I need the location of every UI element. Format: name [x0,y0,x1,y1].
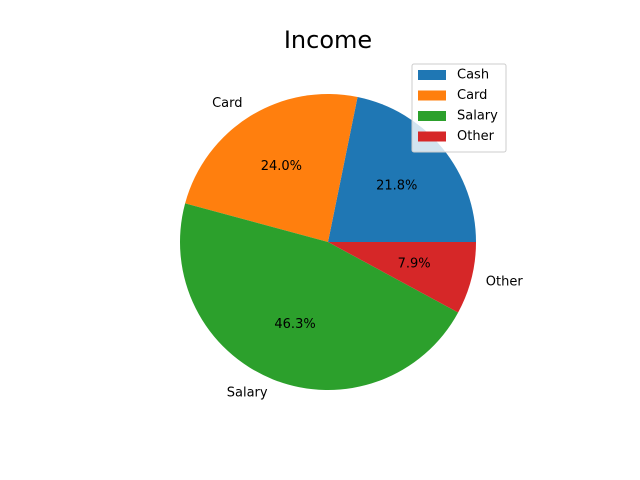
legend-label-salary: Salary [457,109,498,124]
legend-swatch-cash [418,70,446,80]
legend-box [411,63,507,153]
pie-percent-label-salary: 46.3% [274,317,315,332]
pie-slice-cash [328,96,476,242]
pie-outer-label-other: Other [486,274,524,289]
pie-slice-other [328,242,476,313]
legend-label-cash: Cash [457,68,489,83]
pie-percent-label-cash: 21.8% [376,178,417,193]
pie-outer-label-salary: Salary [227,386,268,401]
pie-percent-label-other: 7.9% [398,256,431,271]
legend-items: Cash Card Salary Other [418,68,498,144]
pie-slice-salary [179,203,459,391]
legend-swatch-salary [418,111,446,121]
chart-title: Income [284,26,372,54]
pie-slice-card [185,93,358,242]
pie-percent-labels: 21.8% 24.0% 46.3% 7.9% [261,159,431,332]
legend-label-card: Card [457,88,487,103]
pie-outer-labels: Card Salary Other [212,96,523,401]
pie-outer-label-card: Card [212,96,242,111]
pie-percent-label-card: 24.0% [261,159,302,174]
legend-swatch-other [418,131,446,142]
pie-slices [179,93,476,391]
legend: Cash Card Salary Other [411,63,507,153]
legend-label-other: Other [457,129,495,144]
legend-swatch-card [418,90,446,101]
